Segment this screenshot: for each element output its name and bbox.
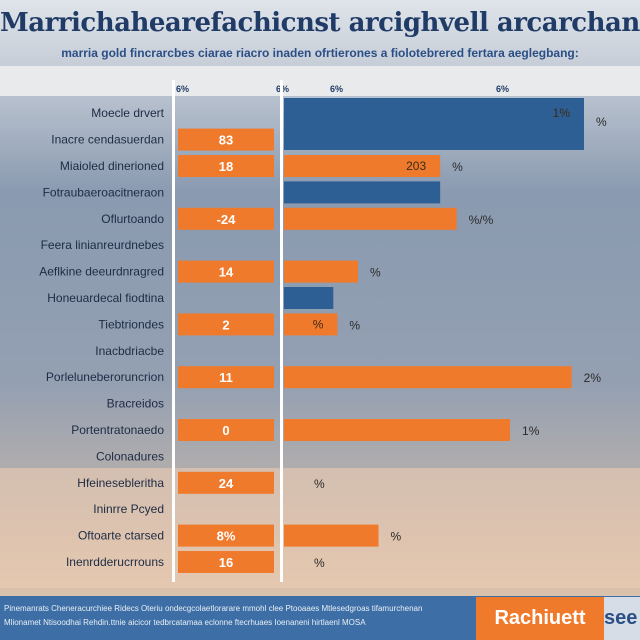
left-value-box (178, 155, 274, 177)
bar (284, 207, 457, 230)
row-label: Inacre cendasuerdan (51, 133, 164, 147)
header-tick-label: 6% (176, 84, 189, 94)
left-value-label: -24 (217, 212, 237, 227)
row-label: Hfeinesebleritha (77, 476, 164, 490)
row-label: Tiebtriondes (98, 317, 164, 331)
row-label: Bracreidos (107, 397, 164, 411)
bar (284, 181, 441, 204)
bar (284, 524, 379, 547)
bar-percent-label: % (314, 556, 325, 570)
left-value-label: 18 (219, 159, 233, 174)
left-value-label: 14 (219, 265, 234, 280)
footer-badge-secondary: see (604, 597, 640, 640)
left-value-box (178, 524, 274, 547)
bar-value-label: % (313, 317, 324, 331)
left-value-box (178, 313, 274, 336)
bar-value-label: 203 (406, 159, 426, 173)
bar (284, 155, 441, 177)
bar-value-label: 1% (553, 106, 571, 120)
footer-line-1: Pinemanrats Cheneracurchiee Ridecs Oteri… (4, 604, 423, 613)
left-value-label: 8% (217, 529, 236, 544)
row-label: Oftoarte ctarsed (78, 529, 164, 543)
row-label: Fotraubaeroacitneraon (43, 185, 164, 199)
bar (284, 313, 338, 336)
bar-percent-label: % (314, 477, 325, 491)
chart-title: Marrichahearefachicnst arcighvell arcarc… (0, 8, 640, 38)
bar-percent-label: % (370, 266, 381, 280)
row-label: Oflurtoando (101, 212, 164, 226)
left-value-label: 0 (222, 423, 229, 438)
left-value-box (178, 551, 274, 573)
left-value-label: 16 (219, 555, 233, 570)
row-label: Moecle drvert (91, 106, 164, 120)
bar-percent-label: % (596, 115, 607, 129)
bar (284, 287, 334, 309)
row-label: Portentratonaedo (71, 423, 164, 437)
left-value-label: 83 (219, 133, 233, 148)
row-label: Porleluneberoruncrion (46, 370, 164, 384)
row-label: Inenrdderucrrouns (66, 555, 164, 569)
left-value-box (178, 260, 274, 283)
chart-subtitle: marria gold fincrarcbes ciarae riacro in… (61, 46, 579, 60)
row-label: Colonadures (96, 449, 164, 463)
bar-percent-label: % (452, 160, 463, 174)
right-axis-line (280, 80, 283, 582)
bar-percent-label: 2% (584, 371, 602, 385)
bar-percent-label: 1% (522, 424, 540, 438)
header-band (0, 66, 640, 96)
left-value-box (178, 128, 274, 151)
row-label: Honeuardecal fiodtina (47, 291, 164, 305)
footer-badge: Rachiuett (476, 597, 604, 640)
bar (284, 366, 572, 389)
bar (284, 98, 584, 150)
left-value-box (178, 471, 274, 494)
left-axis-line (172, 80, 175, 582)
bar (284, 419, 511, 441)
bar-percent-label: % (391, 530, 402, 544)
header-tick-label: 6% (330, 84, 343, 94)
left-value-box (178, 207, 274, 230)
row-label: Ininrre Pcyed (93, 502, 164, 516)
bar-percent-label: %/% (469, 213, 494, 227)
row-label: Inacbdriacbe (95, 344, 164, 358)
row-label: Miaioled dinerioned (60, 159, 164, 173)
bar (284, 260, 358, 283)
left-value-label: 11 (219, 370, 233, 385)
header-tick-label: 6% (496, 84, 509, 94)
row-label: Aeflkine deeurdnragred (39, 265, 164, 279)
left-value-box (178, 366, 274, 389)
left-value-label: 24 (219, 476, 234, 491)
footer-line-2: Mlionamet Ntisoodhai Rehdin.ttnie aicico… (4, 618, 366, 627)
bar-percent-label: % (349, 318, 360, 332)
left-value-box (178, 419, 274, 441)
row-label: Feera linianreurdnebes (41, 238, 164, 252)
left-value-label: 2 (222, 317, 229, 332)
